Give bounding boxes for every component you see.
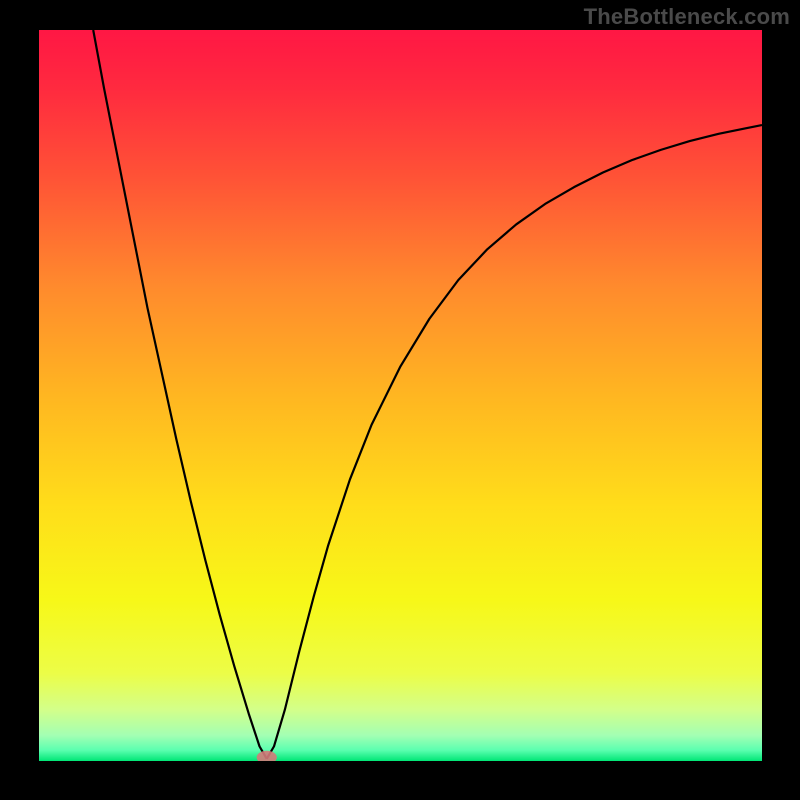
watermark-text: TheBottleneck.com [584,4,790,30]
bottleneck-chart [0,0,800,800]
plot-background [39,30,762,761]
chart-container: TheBottleneck.com [0,0,800,800]
